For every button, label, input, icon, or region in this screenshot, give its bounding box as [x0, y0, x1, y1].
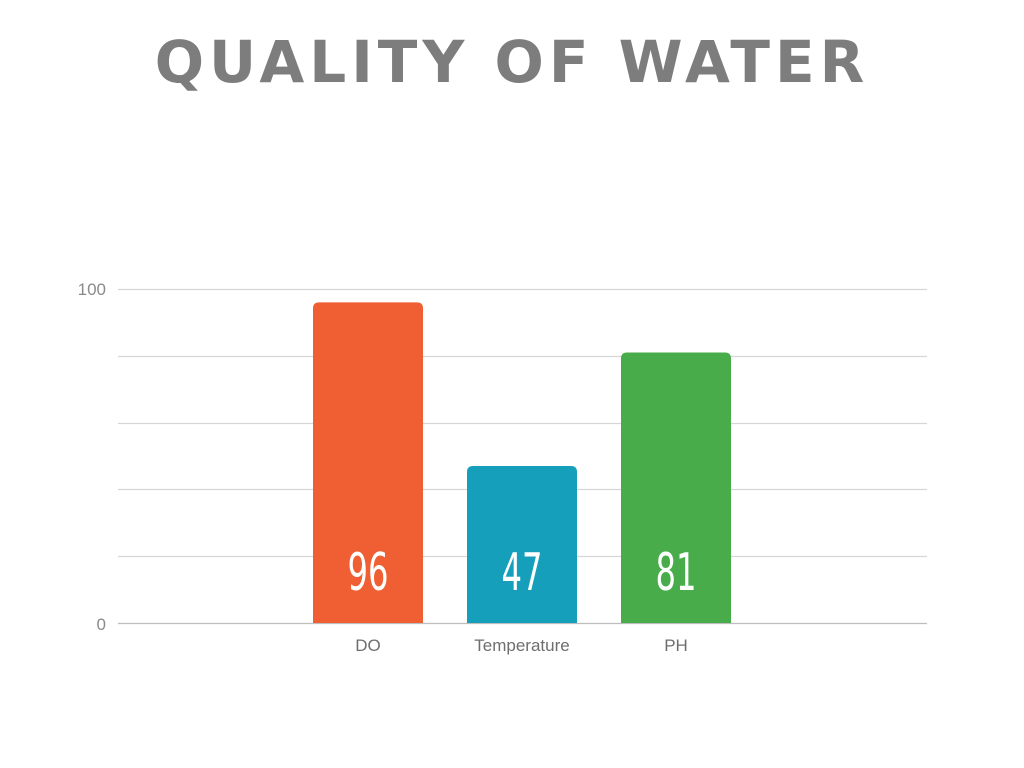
category-label-do: DO: [355, 636, 381, 655]
chart-title: QUALITY OF WATER: [154, 28, 870, 96]
bars: 96 DO 47 Temperature 81 PH: [313, 302, 731, 655]
bar-do: [313, 302, 423, 623]
value-label-do: 96: [347, 543, 388, 603]
category-label-temperature: Temperature: [474, 636, 569, 655]
value-label-ph: 81: [655, 543, 696, 603]
bar-temperature: [467, 466, 577, 623]
y-tick-label-min: 0: [97, 615, 106, 634]
y-axis: 0 100: [78, 280, 106, 634]
bar-ph: [621, 352, 731, 623]
y-tick-label-max: 100: [78, 280, 106, 299]
category-label-ph: PH: [664, 636, 688, 655]
value-label-temperature: 47: [501, 543, 542, 603]
